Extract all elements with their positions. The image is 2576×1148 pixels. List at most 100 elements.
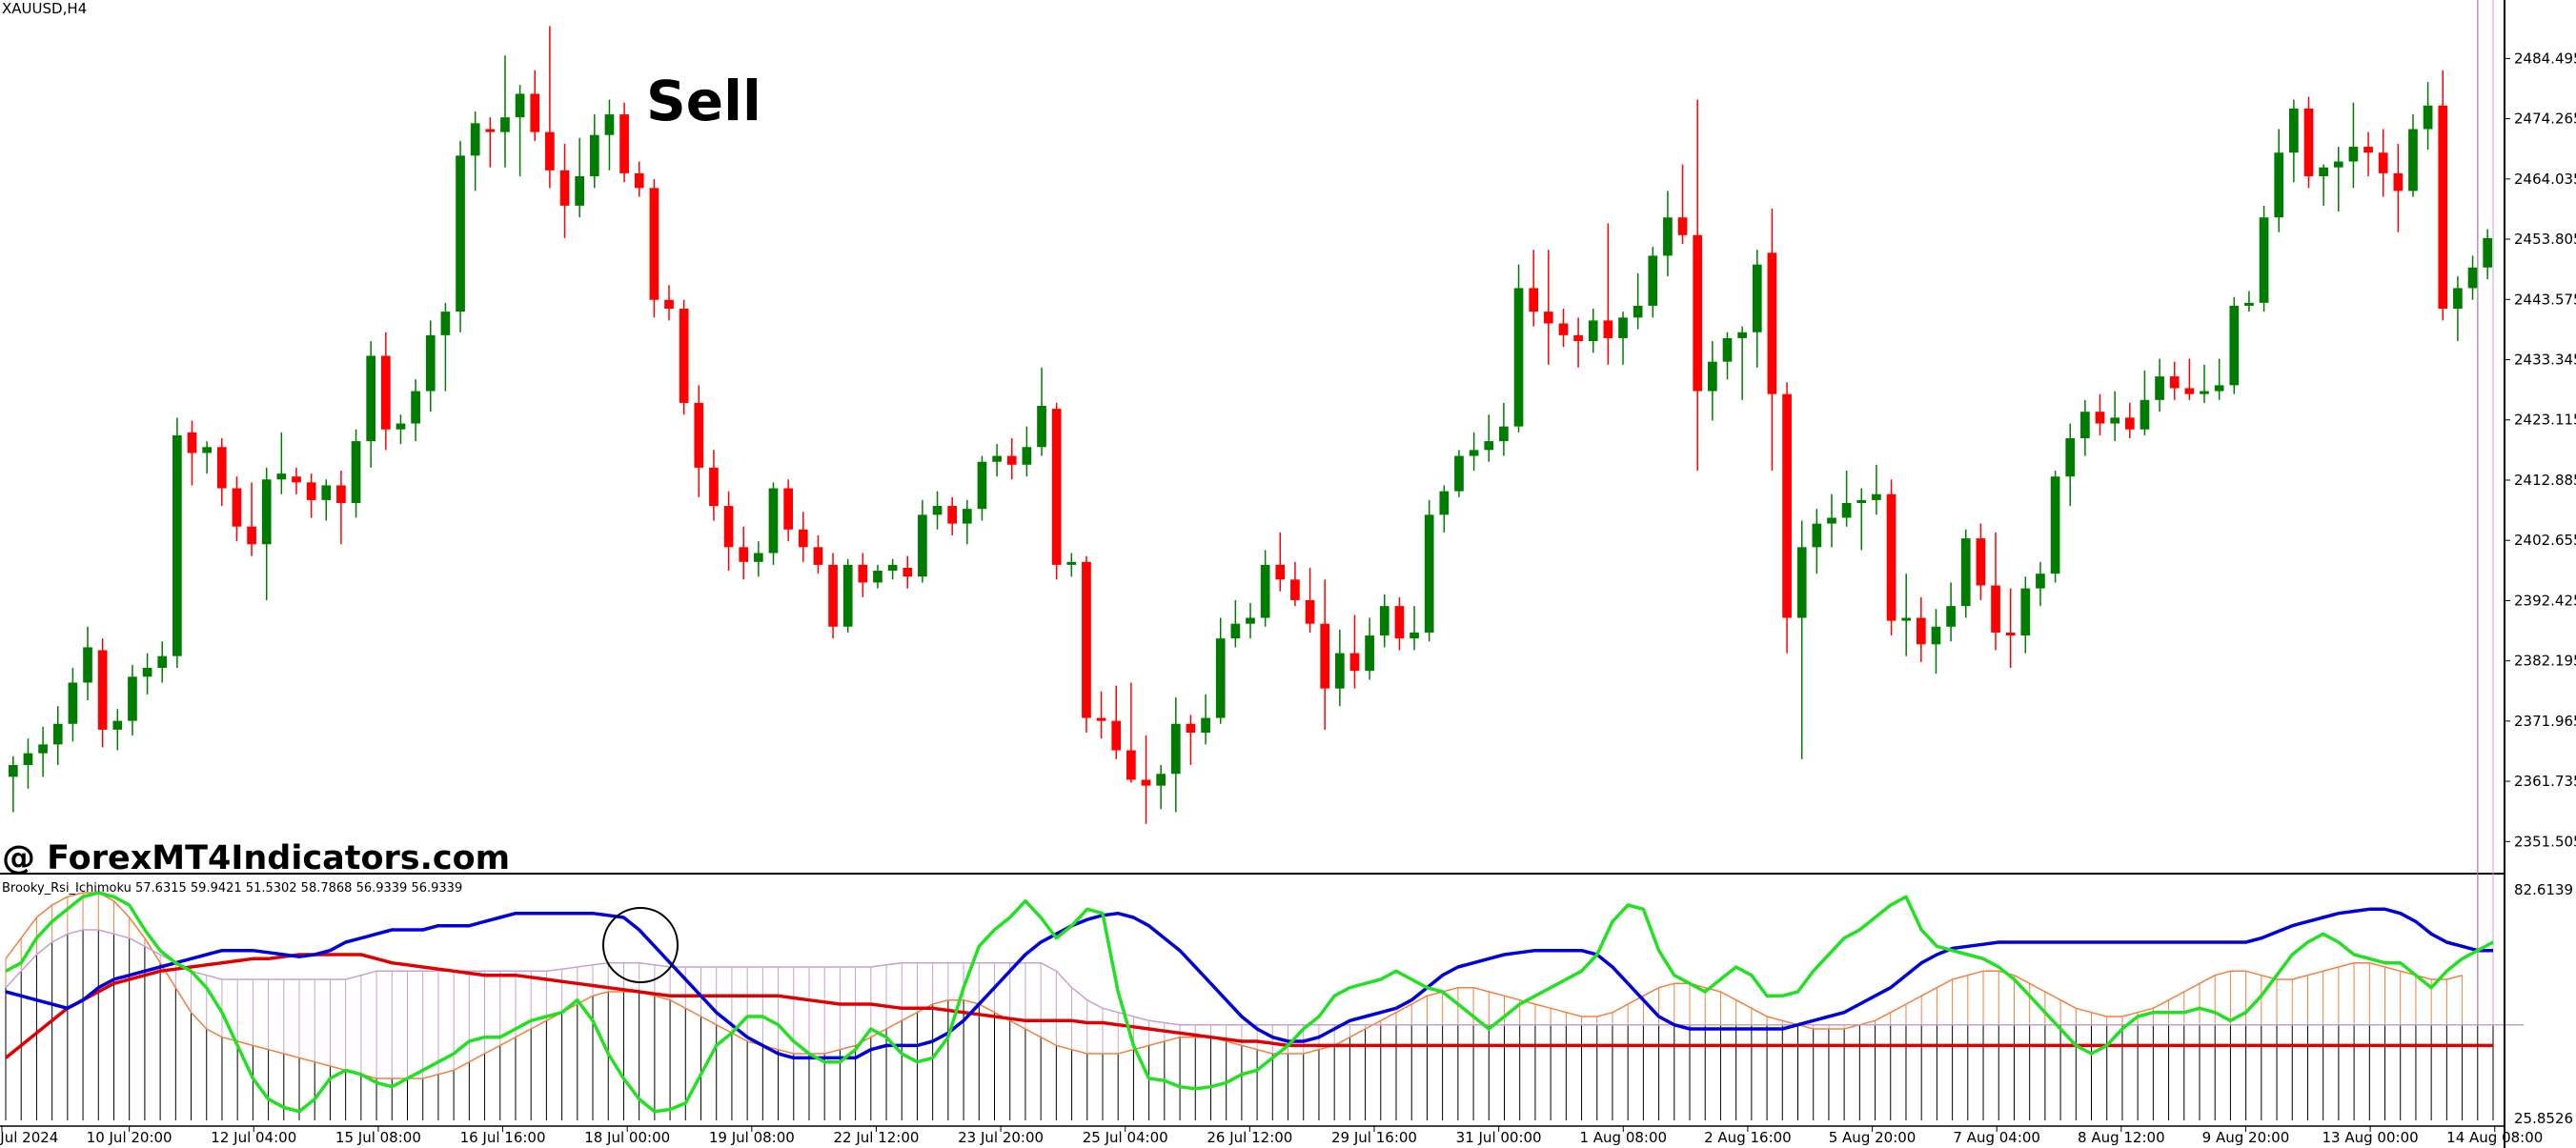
- candle-body: [1708, 361, 1717, 392]
- candle-body: [1812, 523, 1822, 548]
- candle-body: [1469, 450, 1479, 456]
- candle: [1096, 691, 1106, 739]
- candle: [380, 332, 391, 451]
- candle: [768, 482, 779, 565]
- candle: [321, 479, 332, 521]
- candle: [1916, 596, 1926, 662]
- candle-body: [2184, 388, 2195, 394]
- candle: [575, 137, 585, 218]
- candle: [1246, 603, 1255, 639]
- candle: [858, 553, 868, 597]
- time-tick-label: 26 Jul 12:00: [1207, 1129, 1292, 1146]
- candle: [1006, 438, 1017, 480]
- candle-body: [1618, 317, 1628, 338]
- candle-body: [2110, 417, 2120, 424]
- candle: [1812, 509, 1822, 574]
- candle: [1424, 499, 1434, 642]
- candle-body: [1558, 323, 1569, 335]
- candle-body: [2036, 574, 2045, 589]
- candle: [83, 626, 92, 701]
- candle-body: [2289, 108, 2299, 153]
- candle: [1320, 579, 1330, 730]
- price-axis[interactable]: 2484.495 2474.265 2464.035 2453.805 2443.575…: [2505, 50, 2576, 850]
- price-tick-label: 2371.965: [2514, 713, 2576, 730]
- candle-body: [187, 432, 197, 453]
- candle-body: [2214, 385, 2224, 392]
- candle: [2214, 358, 2224, 400]
- candle-body: [232, 488, 242, 527]
- candle-body: [2319, 167, 2328, 176]
- candle-body: [962, 509, 972, 524]
- time-axis[interactable]: 9 Jul 2024 10 Jul 20:00 12 Jul 04:00 15 Jul…: [0, 1126, 2543, 1146]
- time-tick-label: 12 Jul 04:00: [211, 1129, 296, 1146]
- candle-body: [411, 391, 420, 424]
- price-tick-label: 2443.575: [2514, 291, 2576, 308]
- candle-body: [1960, 538, 1971, 607]
- candle-body: [380, 355, 391, 430]
- candle-body: [68, 682, 78, 724]
- candle-body: [1931, 626, 1941, 645]
- candle-body: [679, 309, 689, 403]
- candle-body: [977, 461, 987, 510]
- candle-body: [1424, 514, 1434, 633]
- time-tick-label: 15 Jul 08:00: [335, 1129, 421, 1146]
- candle-body: [1379, 606, 1389, 636]
- candle: [589, 114, 599, 189]
- indicator-axis: 82.6139 25.8526: [2514, 881, 2573, 1127]
- candle: [1752, 250, 1762, 368]
- candle: [2483, 229, 2493, 280]
- candle: [2080, 399, 2090, 456]
- candle: [1394, 596, 1405, 651]
- candle: [1260, 550, 1270, 627]
- candle: [485, 117, 496, 168]
- candle: [351, 429, 361, 518]
- candle-body: [1737, 332, 1747, 338]
- time-tick-label: 10 Jul 20:00: [87, 1129, 172, 1146]
- candle: [1082, 555, 1091, 734]
- candle: [2303, 96, 2314, 189]
- candle-body: [351, 441, 361, 503]
- candle-body: [1260, 564, 1270, 618]
- candle: [1156, 765, 1166, 810]
- candle: [2005, 588, 2016, 669]
- candle: [783, 479, 793, 542]
- candle-body: [828, 564, 838, 627]
- candle-body: [2483, 237, 2493, 268]
- candle: [157, 641, 168, 683]
- candle-body: [2155, 376, 2164, 400]
- candle-body: [813, 547, 823, 565]
- candle-body: [1484, 441, 1494, 451]
- candle: [2124, 402, 2135, 438]
- candle: [292, 467, 301, 494]
- candle: [456, 140, 465, 332]
- candle: [52, 706, 63, 766]
- candle: [1558, 309, 1569, 348]
- price-tick-label: 2464.035: [2514, 171, 2576, 188]
- candle: [1454, 450, 1464, 497]
- candle: [1170, 696, 1181, 813]
- indicator-panel[interactable]: 82.6139 25.8526: [4, 0, 2573, 1127]
- candle: [2050, 470, 2060, 583]
- price-panel[interactable]: 2484.495 2474.265 2464.035 2453.805 2443.575…: [8, 26, 2576, 850]
- candle-body: [2050, 476, 2060, 574]
- time-tick-label: 23 Jul 20:00: [958, 1129, 1044, 1146]
- candle: [1230, 599, 1241, 648]
- candle: [172, 417, 182, 669]
- candle: [1722, 332, 1733, 380]
- candle-body: [1827, 517, 1836, 524]
- candle-body: [2259, 217, 2269, 303]
- candle: [2036, 561, 2045, 607]
- candle: [2319, 164, 2328, 206]
- candle-body: [932, 506, 943, 515]
- candle: [619, 102, 629, 183]
- candle: [694, 385, 704, 497]
- candle-body: [157, 655, 168, 669]
- candle: [1410, 606, 1419, 651]
- candle: [1290, 561, 1300, 607]
- time-tick-label: 16 Jul 16:00: [460, 1129, 546, 1146]
- candle: [366, 341, 376, 468]
- candle-body: [1901, 617, 1912, 621]
- candlestick-series: [8, 26, 2493, 824]
- candle: [2155, 358, 2164, 413]
